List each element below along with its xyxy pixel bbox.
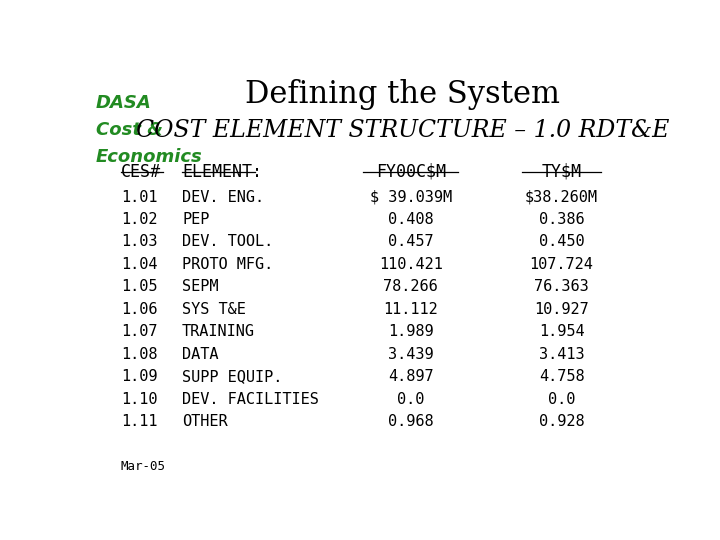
Text: Cost &: Cost & (96, 121, 163, 139)
Text: 1.09: 1.09 (121, 369, 157, 384)
Text: 76.363: 76.363 (534, 279, 589, 294)
Text: DEV. TOOL.: DEV. TOOL. (182, 234, 274, 249)
Text: PEP: PEP (182, 212, 210, 227)
Text: Mar-05: Mar-05 (121, 460, 166, 473)
Text: 78.266: 78.266 (384, 279, 438, 294)
Text: SUPP EQUIP.: SUPP EQUIP. (182, 369, 282, 384)
Text: ELEMENT:: ELEMENT: (182, 163, 262, 180)
Text: 107.724: 107.724 (530, 257, 593, 272)
Text: Defining the System: Defining the System (245, 79, 560, 110)
Text: 1.11: 1.11 (121, 414, 157, 429)
Text: 3.413: 3.413 (539, 347, 585, 362)
Text: 1.05: 1.05 (121, 279, 157, 294)
Text: 0.928: 0.928 (539, 414, 585, 429)
Text: 0.968: 0.968 (388, 414, 433, 429)
Text: $ 39.039M: $ 39.039M (370, 190, 452, 205)
Text: COST ELEMENT STRUCTURE – 1.0 RDT&E: COST ELEMENT STRUCTURE – 1.0 RDT&E (136, 119, 669, 142)
Text: 1.954: 1.954 (539, 324, 585, 339)
Text: DASA: DASA (96, 94, 151, 112)
Text: DATA: DATA (182, 347, 219, 362)
Text: DEV. FACILITIES: DEV. FACILITIES (182, 392, 319, 407)
Text: 1.01: 1.01 (121, 190, 157, 205)
Text: 0.457: 0.457 (388, 234, 433, 249)
Text: 0.386: 0.386 (539, 212, 585, 227)
Text: SYS T&E: SYS T&E (182, 302, 246, 317)
Text: 1.989: 1.989 (388, 324, 433, 339)
Text: 1.07: 1.07 (121, 324, 157, 339)
Text: FY00C$M: FY00C$M (376, 163, 446, 180)
Text: 1.08: 1.08 (121, 347, 157, 362)
Text: Economics: Economics (96, 148, 202, 166)
Text: 1.04: 1.04 (121, 257, 157, 272)
Text: 10.927: 10.927 (534, 302, 589, 317)
Text: TY$M: TY$M (541, 163, 582, 180)
Text: CES#: CES# (121, 163, 161, 180)
Text: 0.408: 0.408 (388, 212, 433, 227)
Text: 110.421: 110.421 (379, 257, 443, 272)
Text: SEPM: SEPM (182, 279, 219, 294)
Text: $38.260M: $38.260M (525, 190, 598, 205)
Text: DEV. ENG.: DEV. ENG. (182, 190, 264, 205)
Text: 1.03: 1.03 (121, 234, 157, 249)
Text: 11.112: 11.112 (384, 302, 438, 317)
Text: 0.0: 0.0 (548, 392, 575, 407)
Text: 3.439: 3.439 (388, 347, 433, 362)
Text: 4.758: 4.758 (539, 369, 585, 384)
Text: 1.10: 1.10 (121, 392, 157, 407)
Text: 1.06: 1.06 (121, 302, 157, 317)
Text: 0.450: 0.450 (539, 234, 585, 249)
Text: 1.02: 1.02 (121, 212, 157, 227)
Text: PROTO MFG.: PROTO MFG. (182, 257, 274, 272)
Text: OTHER: OTHER (182, 414, 228, 429)
Text: 4.897: 4.897 (388, 369, 433, 384)
Text: 0.0: 0.0 (397, 392, 425, 407)
Text: TRAINING: TRAINING (182, 324, 255, 339)
